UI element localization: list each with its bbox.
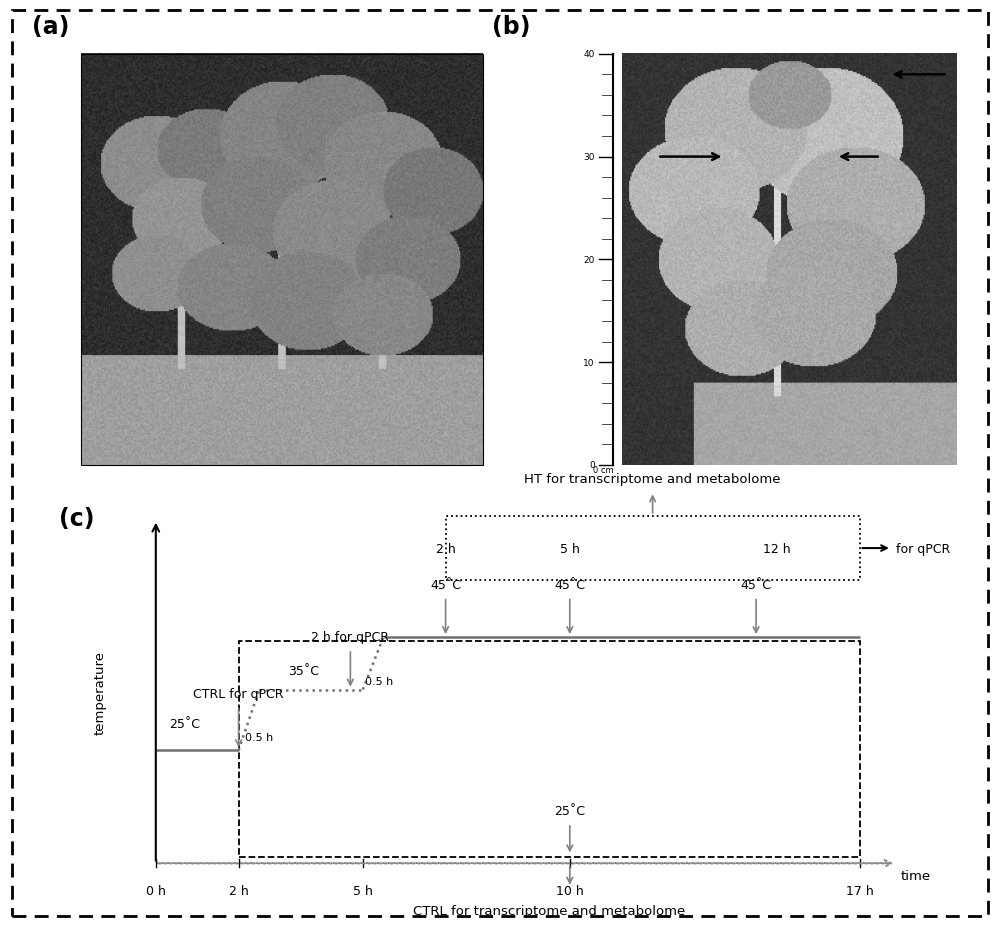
Text: temperature: temperature [94, 650, 107, 734]
Text: CTRL for qPCR: CTRL for qPCR [193, 687, 284, 700]
Text: 5 h: 5 h [353, 883, 373, 896]
Text: 2 h: 2 h [436, 542, 455, 555]
Text: CTRL for transcriptome and metabolome: CTRL for transcriptome and metabolome [413, 904, 685, 917]
Text: 0.5 h: 0.5 h [365, 676, 393, 686]
Text: 45˚C: 45˚C [430, 578, 461, 590]
Text: 17 h: 17 h [846, 883, 873, 896]
Text: 45˚C: 45˚C [554, 578, 585, 590]
Text: 10: 10 [583, 358, 595, 367]
Text: 2 h: 2 h [229, 883, 248, 896]
Text: (c): (c) [59, 506, 95, 530]
Text: time: time [901, 870, 931, 883]
Text: 12 h: 12 h [763, 542, 791, 555]
Text: 30: 30 [583, 153, 595, 162]
Text: 5 h: 5 h [560, 542, 580, 555]
Text: 35˚C: 35˚C [288, 665, 319, 678]
Text: 0: 0 [589, 461, 595, 470]
Text: 45˚C: 45˚C [741, 578, 772, 590]
Text: 0 cm: 0 cm [593, 465, 614, 475]
Text: 20: 20 [583, 256, 595, 264]
Text: (b): (b) [492, 15, 531, 39]
Text: 0.5 h: 0.5 h [245, 732, 273, 743]
Text: HT for transcriptome and metabolome: HT for transcriptome and metabolome [524, 473, 781, 486]
Text: 40: 40 [583, 50, 595, 59]
Text: 2 h for qPCR: 2 h for qPCR [311, 630, 389, 643]
Text: (a): (a) [32, 15, 70, 39]
Text: 25˚C: 25˚C [169, 717, 200, 730]
Text: 25˚C: 25˚C [554, 804, 585, 817]
Bar [446, 516, 860, 581]
Text: 0 h: 0 h [146, 883, 166, 896]
Bar [239, 641, 860, 857]
Text: 10 h: 10 h [556, 883, 584, 896]
Text: for qPCR: for qPCR [896, 542, 951, 555]
